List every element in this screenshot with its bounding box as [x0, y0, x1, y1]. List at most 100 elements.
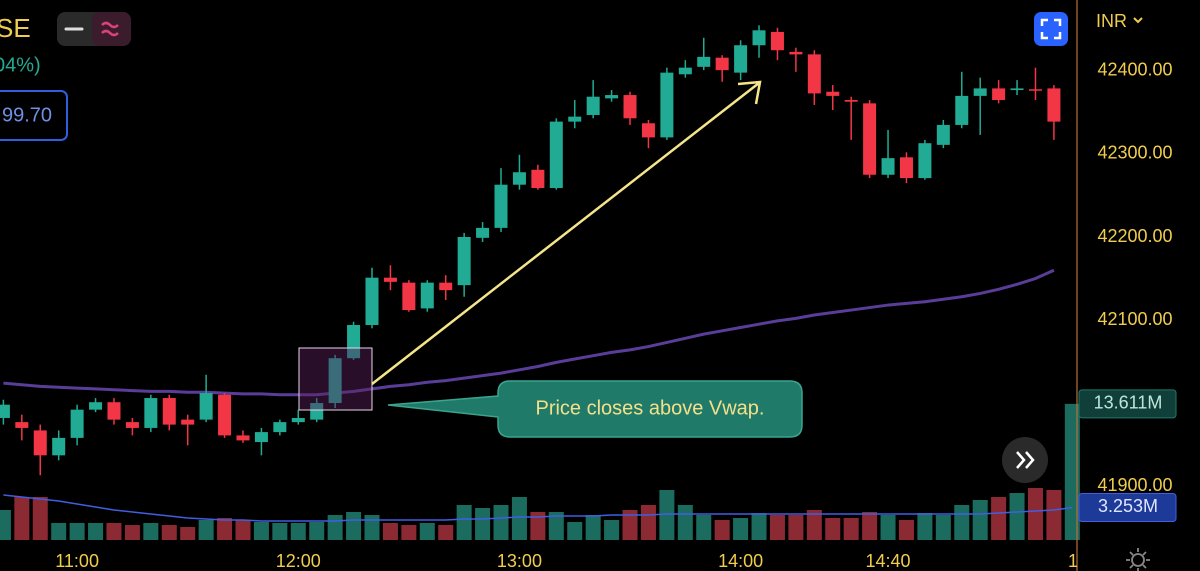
volume-bar: [143, 523, 159, 540]
toolbar-toggle[interactable]: [92, 12, 131, 46]
candle-body: [218, 394, 232, 436]
volume-bar: [161, 525, 177, 540]
volume-bar: [1027, 488, 1043, 540]
candle-body: [752, 30, 766, 46]
candle-body: [623, 95, 637, 119]
volume-bar: [493, 505, 509, 540]
volume-bar: [991, 497, 1007, 540]
candle-body: [476, 227, 490, 238]
candle-body: [236, 435, 250, 441]
candle-body: [107, 402, 121, 420]
candle-body: [439, 282, 453, 291]
volume-bar: [714, 520, 730, 540]
x-tick-label: 13:00: [497, 551, 542, 571]
change: 04%): [0, 54, 41, 76]
callout-text: Price closes above Vwap.: [535, 397, 764, 419]
volume-bar: [751, 513, 767, 540]
candle-body: [33, 430, 47, 456]
volume-bar: [0, 510, 11, 540]
axis-value-label: 3.253M: [1098, 496, 1158, 516]
candle-body: [549, 121, 563, 189]
candle-body: [52, 437, 66, 456]
candle-body: [181, 419, 195, 425]
scroll-icon: [1016, 451, 1035, 469]
x-tick-label: 12:00: [276, 551, 321, 571]
candle-body: [420, 282, 434, 309]
y-tick-label: 42200.00: [1097, 226, 1172, 246]
volume-bar: [677, 505, 693, 540]
candle-body: [254, 432, 268, 443]
candle-body: [918, 143, 932, 179]
candle-body: [863, 103, 877, 175]
x-tick-label: 14:00: [718, 551, 763, 571]
candle-body: [457, 237, 471, 286]
volume-bar: [1009, 493, 1025, 540]
fullscreen-icon: [1040, 18, 1062, 40]
volume-bar: [69, 523, 85, 540]
candle-body: [402, 282, 416, 311]
volume-bar: [567, 522, 583, 540]
candle-body: [0, 404, 10, 418]
volume-bar: [954, 505, 970, 540]
volume-bar: [843, 518, 859, 540]
volume-bar: [825, 518, 841, 540]
wave-icon: [101, 21, 119, 37]
candle-body: [660, 72, 674, 138]
currency-chevron: [1133, 17, 1143, 24]
volume-bar: [198, 520, 214, 540]
volume-bar: [309, 522, 325, 540]
axes: 41900.00 42100.00 42200.00 42300.00 42400.00…: [55, 60, 1177, 571]
trend-arrow: [371, 82, 760, 385]
candle-body: [992, 88, 1006, 101]
volume-bar: [217, 518, 233, 540]
volume-bar: [327, 515, 343, 540]
settings-icon[interactable]: [1126, 548, 1150, 571]
candle-body: [697, 56, 711, 67]
volume-bar: [124, 525, 140, 540]
candle-body: [568, 116, 582, 122]
volume-bar: [917, 513, 933, 540]
indicator-lines: [3, 268, 1073, 522]
fullscreen-button[interactable]: [1034, 12, 1068, 46]
volume-bar: [253, 522, 269, 540]
candle-body: [770, 31, 784, 51]
candle-body: [531, 169, 545, 189]
volume-bar: [290, 523, 306, 540]
volume-bar: [272, 523, 288, 540]
axis-value-box: [1078, 492, 1177, 522]
candle-body: [844, 100, 858, 102]
candle-body: [936, 124, 950, 145]
candle-body: [955, 95, 969, 125]
candle-body: [15, 422, 29, 428]
candle-body: [310, 403, 324, 420]
volume-bar: [640, 505, 656, 540]
candle-body: [641, 123, 655, 138]
volume-bar: [548, 512, 564, 540]
volume-bar: [530, 512, 546, 540]
candle-body: [273, 422, 287, 433]
volume-ma-line: [3, 494, 1073, 522]
symbol: SE: [0, 13, 31, 43]
y-tick-label: 42100.00: [1097, 309, 1172, 329]
volume-bar: [972, 500, 988, 540]
volume-bar: [32, 497, 48, 540]
volume-bar: [1064, 403, 1080, 540]
currency[interactable]: INR: [1096, 11, 1127, 31]
volume-bar: [401, 525, 417, 540]
volume-bar: [1046, 490, 1062, 540]
volume-bar: [106, 523, 122, 540]
candle-body: [365, 277, 379, 325]
volume-bar: [511, 497, 527, 540]
candle-body: [881, 158, 895, 175]
y-tick-label: 42300.00: [1097, 143, 1172, 163]
x-tick-label: 14:40: [866, 551, 911, 571]
x-tick-label: 1: [1068, 551, 1078, 571]
candle-body: [347, 324, 361, 359]
volume-bar: [788, 515, 804, 540]
volume-bar: [880, 515, 896, 540]
candle-body: [291, 417, 305, 423]
volume-bar: [659, 490, 675, 540]
volume-bar: [364, 515, 380, 540]
volume-bar: [51, 523, 67, 540]
